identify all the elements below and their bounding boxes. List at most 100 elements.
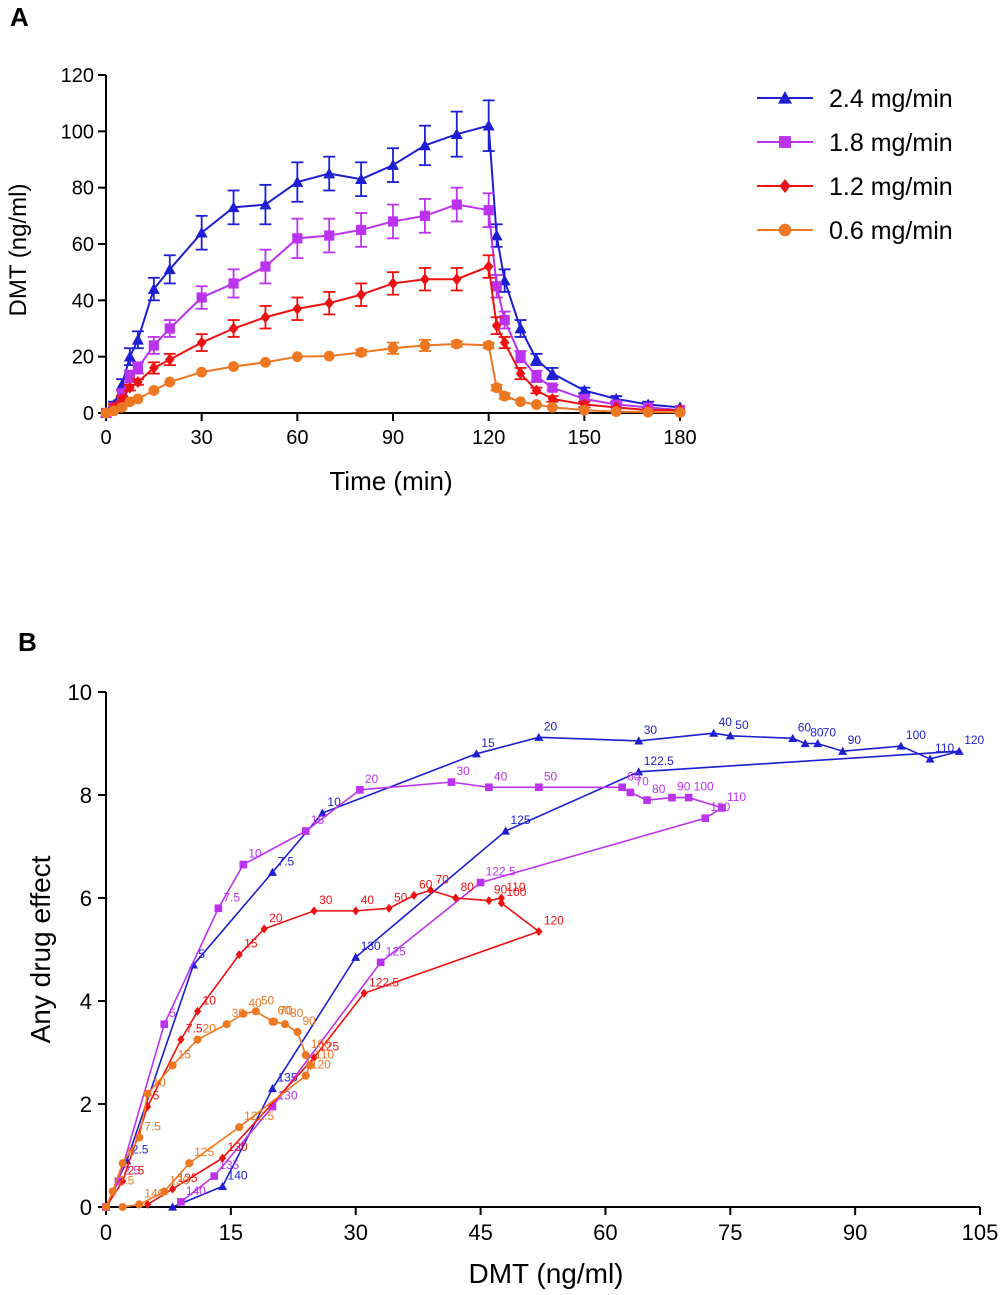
data-point [301, 827, 310, 835]
time-label: 125 [319, 1040, 339, 1054]
data-point [482, 119, 495, 131]
time-label: 5 [198, 947, 205, 961]
data-point [531, 371, 542, 382]
time-label: 7.5 [186, 1022, 203, 1036]
data-point [530, 353, 543, 365]
data-point [310, 906, 318, 916]
data-point [356, 288, 366, 301]
legend-marker [778, 223, 792, 237]
time-label: 122.5 [486, 865, 516, 879]
data-point [260, 924, 268, 934]
data-point [499, 336, 510, 349]
x-tick-label: 45 [468, 1220, 492, 1245]
data-point [420, 273, 430, 286]
data-point [954, 746, 964, 755]
time-label: 7.5 [223, 890, 240, 904]
time-label: 30 [456, 764, 470, 778]
x-tick-label: 60 [286, 427, 308, 449]
time-label: 122.5 [644, 754, 674, 768]
data-point [164, 376, 176, 388]
data-point [447, 778, 456, 786]
data-point [643, 796, 651, 804]
data-point [119, 1176, 127, 1186]
time-label: 15 [481, 736, 495, 750]
time-label: 2.5 [128, 1163, 145, 1177]
data-point [578, 404, 590, 416]
y-tick-label: 8 [80, 783, 92, 808]
data-point [177, 1035, 185, 1045]
data-point [228, 322, 239, 335]
y-axis-title: DMT (ng/ml) [5, 184, 32, 317]
time-label: 2.5 [118, 1174, 135, 1188]
data-point [323, 167, 336, 179]
time-label: 80 [810, 726, 824, 740]
time-label: 122.5 [244, 1109, 274, 1123]
data-point [177, 1198, 185, 1206]
series-1-2-mg-min: 1.2 mg/min [101, 173, 953, 419]
data-point [251, 1007, 260, 1016]
data-point [385, 903, 393, 913]
time-label: 90 [494, 883, 508, 897]
data-point [483, 340, 495, 351]
time-label: 5 [128, 1145, 135, 1159]
data-point [674, 407, 686, 418]
time-label: 10 [327, 795, 341, 809]
data-point [427, 885, 435, 895]
loop-line [105, 781, 724, 1208]
time-label: 100 [694, 780, 714, 794]
series-1-8-mg-min: 1.8 mg/min [100, 129, 953, 419]
time-label: 30 [644, 723, 658, 737]
data-point [301, 1071, 310, 1080]
data-point [168, 1202, 178, 1211]
legend-marker [778, 91, 792, 104]
data-point [196, 292, 207, 303]
time-label: 125 [511, 813, 531, 827]
data-point [291, 176, 304, 187]
time-label: 135 [178, 1171, 198, 1185]
panel-label-b: B [18, 627, 37, 657]
x-tick-label: 15 [219, 1220, 243, 1245]
data-point [164, 353, 175, 366]
data-point [535, 783, 543, 792]
data-point [451, 338, 463, 350]
data-point [268, 1102, 277, 1111]
y-tick-label: 60 [72, 234, 94, 256]
data-point [160, 1187, 169, 1196]
data-point [324, 230, 335, 241]
y-tick-label: 6 [80, 886, 92, 911]
data-point [925, 754, 935, 763]
time-label: 110 [935, 741, 954, 755]
time-label: 90 [302, 1014, 316, 1028]
legend-marker [779, 136, 791, 148]
data-point [701, 814, 710, 822]
data-point [626, 788, 635, 797]
data-point [301, 1051, 310, 1060]
data-point [387, 342, 399, 354]
data-point [239, 1009, 248, 1018]
data-point [148, 385, 160, 396]
data-point [491, 281, 502, 292]
data-point [352, 906, 360, 916]
loop-line [105, 1010, 311, 1208]
data-point [578, 384, 591, 396]
x-axis-title: Time (min) [329, 466, 452, 496]
x-tick-label: 90 [382, 427, 404, 449]
data-point [499, 390, 511, 402]
time-label: 10 [153, 1076, 167, 1090]
legend-label: 2.4 mg/min [829, 85, 953, 113]
data-point [260, 356, 271, 368]
time-label: 70 [823, 726, 837, 740]
data-point [218, 1181, 228, 1190]
data-point [195, 226, 208, 238]
data-point [356, 786, 364, 794]
data-point [813, 739, 823, 748]
data-point [270, 1017, 279, 1026]
time-label: 100 [506, 885, 526, 899]
data-point [491, 382, 503, 394]
time-label: 30 [319, 893, 333, 907]
data-point [709, 728, 719, 737]
y-tick-label: 120 [61, 65, 94, 87]
data-point [267, 867, 277, 876]
